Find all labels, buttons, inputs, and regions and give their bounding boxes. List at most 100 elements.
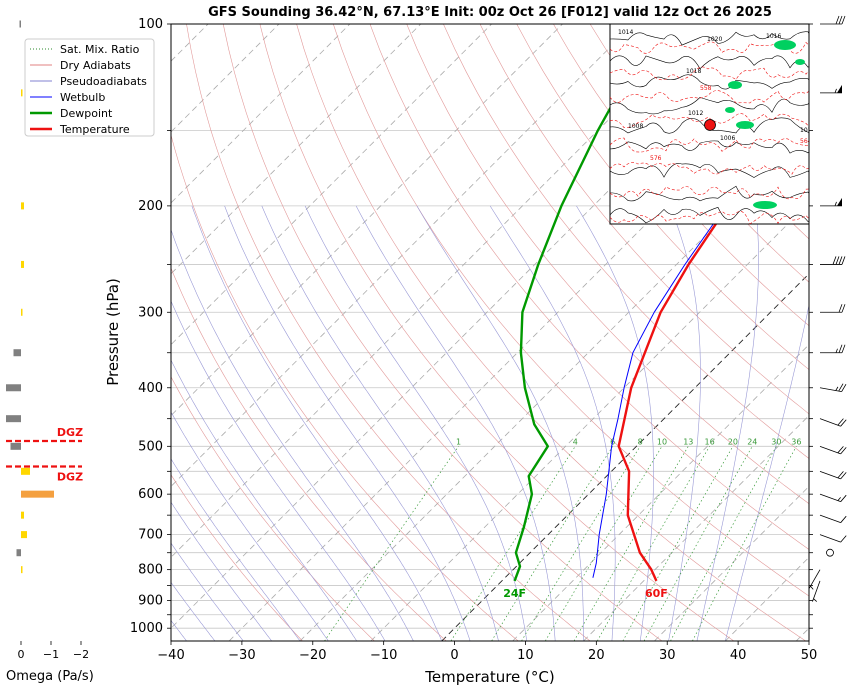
isotherm-line: [299, 131, 809, 641]
map-station-marker: [704, 119, 716, 131]
map-thickness-contour: [610, 113, 809, 128]
zero-isotherm: [441, 273, 809, 641]
map-contour-label: 1016: [766, 33, 781, 40]
map-precip-area: [753, 201, 777, 209]
map-pressure-contour: [610, 185, 809, 202]
surface-annotations: 24F 60F: [503, 587, 668, 600]
omega-bar: [10, 442, 21, 450]
map-precip-area: [774, 40, 796, 50]
dry-adiabat-line: [333, 24, 809, 597]
mixing-ratio-line: [573, 446, 689, 641]
wind-barb: [820, 15, 846, 25]
plot-frame: [170, 23, 810, 642]
surface-label: 60F: [645, 587, 668, 600]
map-pressure-contour: [610, 206, 809, 224]
wind-barb: [826, 548, 834, 557]
pseudoadiabat-line: [304, 205, 528, 641]
mixing-ratio-line: [324, 446, 459, 641]
dry-adiabat-line: [171, 267, 447, 641]
mixing-ratio-line: [622, 446, 734, 641]
x-tick-label: 10: [517, 648, 534, 663]
legend-label: Sat. Mix. Ratio: [60, 43, 140, 56]
wind-barb: [819, 514, 847, 524]
map-contour-label: 558: [700, 85, 712, 92]
omega-bar: [21, 511, 24, 519]
omega-bar: [19, 20, 21, 28]
map-precip-area: [795, 59, 805, 65]
omega-bar: [13, 349, 21, 357]
isotherm-line: [228, 60, 809, 641]
pseudoadiabat-line: [171, 300, 386, 641]
x-axis-label: Temperature (°C): [424, 668, 554, 686]
y-axis-label: Pressure (hPa): [104, 278, 122, 386]
map-contour-label: 1010: [800, 127, 815, 134]
dry-adiabat-line: [589, 24, 809, 283]
y-tick-label: 600: [138, 487, 163, 502]
x-tick-label: 50: [801, 648, 818, 663]
y-tick-label: 400: [138, 381, 163, 396]
map-contour-label: 1014: [618, 29, 633, 36]
pseudoadiabat-line: [191, 205, 443, 641]
pseudoadiabat-line: [261, 205, 499, 641]
mixing-ratio-line: [521, 446, 641, 641]
map-pressure-contour: [610, 140, 809, 154]
mixing-ratio-label: 8: [638, 437, 643, 446]
map-contour-label: 1020: [707, 36, 722, 43]
wind-barb: [819, 493, 847, 503]
omega-bar: [16, 549, 21, 557]
wind-barb: [819, 445, 847, 455]
dry-adiabat-line: [443, 24, 809, 459]
mixing-ratio-line: [491, 446, 613, 641]
x-tick-label: −10: [370, 648, 397, 663]
wind-barbs: [808, 15, 847, 602]
omega-bar: [21, 308, 23, 316]
dry-adiabat-line: [186, 24, 591, 641]
dry-adiabat-line: [810, 24, 849, 641]
mixing-ratio-label: 24: [747, 437, 757, 446]
pseudoadiabat-line: [171, 458, 301, 641]
wind-barb: [819, 534, 847, 543]
pseudoadiabat-line: [416, 205, 584, 641]
mixing-ratio-label: 13: [683, 437, 693, 446]
dry-adiabat-line: [516, 24, 809, 370]
legend-label: Dry Adiabats: [60, 59, 131, 72]
mixing-ratio-line: [450, 446, 576, 641]
y-tick-label: 300: [138, 305, 163, 320]
mixing-ratio-label: 1: [456, 437, 461, 446]
omega-bar: [21, 467, 30, 475]
x-tick-label: 40: [730, 648, 747, 663]
isotherm-line: [654, 485, 809, 641]
dry-adiabat-line: [222, 24, 663, 641]
wind-barb: [820, 344, 846, 354]
isotherm-line: [171, 24, 705, 558]
pseudoadiabat-line: [489, 205, 616, 641]
x-tick-label: 30: [659, 648, 676, 663]
surface-label: 24F: [503, 587, 526, 600]
pseudoadiabat-line: [725, 303, 809, 641]
map-thickness-contour: [610, 186, 809, 200]
dry-adiabat-line: [406, 24, 809, 505]
map-contour-label: 1008: [628, 123, 643, 130]
omega-bar: [21, 89, 23, 97]
isotherm-line: [583, 414, 809, 641]
map-contour-label: 1006: [720, 135, 735, 142]
map-pressure-contour: [610, 163, 809, 178]
mixing-ratio-line: [596, 446, 710, 641]
pseudoadiabat-line: [171, 501, 272, 641]
wind-barb: [819, 383, 847, 392]
pseudoadiabat-line: [171, 228, 414, 641]
dry-adiabat-line: [171, 134, 519, 641]
mixing-ratio-label: 36: [791, 437, 801, 446]
dgz-label: DGZ: [57, 426, 83, 439]
map-precip-area: [725, 107, 735, 113]
x-tick-label: 0: [450, 648, 458, 663]
mixing-ratio-label: 4: [573, 437, 578, 446]
map-contour-label: 1012: [688, 110, 703, 117]
x-tick-label: −20: [299, 648, 326, 663]
mixing-ratio-label: 20: [728, 437, 738, 446]
dry-adiabat-line: [171, 376, 375, 641]
dry-adiabat-line: [259, 24, 735, 641]
y-tick-label: 200: [138, 199, 163, 214]
y-tick-label: 700: [138, 528, 163, 543]
